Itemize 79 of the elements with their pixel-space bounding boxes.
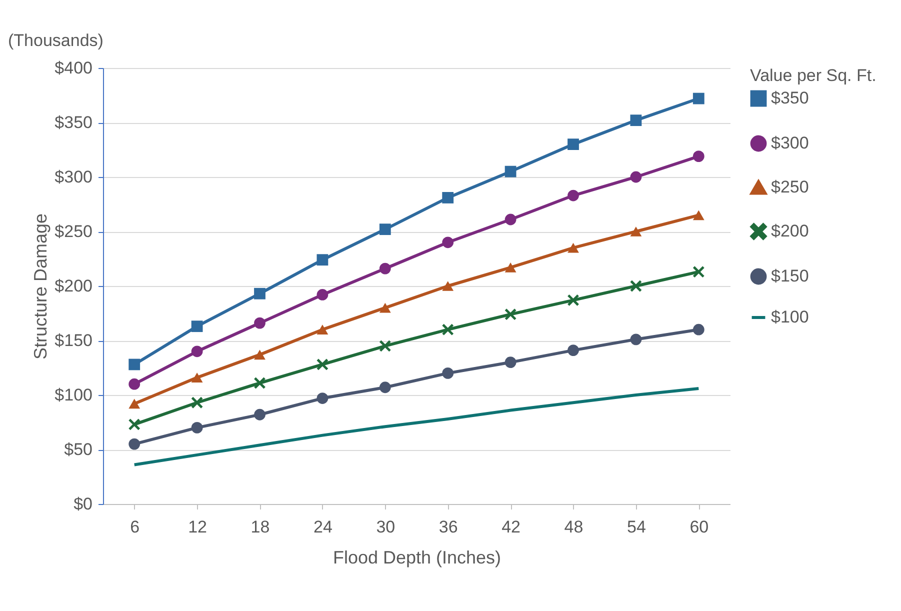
point: [191, 422, 203, 434]
point: [316, 392, 328, 404]
x-tick-label: 12: [188, 518, 208, 536]
y-tick-label: $0: [74, 494, 92, 514]
point: [630, 114, 642, 126]
x-tick-label: 6: [130, 518, 140, 536]
x-tick-label: 18: [250, 518, 270, 536]
point: [128, 378, 140, 390]
legend-label: $250: [771, 178, 809, 196]
x-tick-label: 60: [690, 518, 709, 536]
point: [191, 346, 203, 358]
point: [630, 226, 642, 236]
y-axis-title: Structure Damage: [30, 213, 51, 360]
point: [316, 358, 328, 370]
x-tick-label: 48: [564, 518, 584, 536]
point: [128, 438, 140, 450]
point: [568, 344, 579, 356]
legend-label: $350: [771, 88, 809, 108]
point: [128, 418, 140, 430]
point: [191, 372, 203, 382]
point: [379, 224, 391, 236]
point: [254, 350, 266, 360]
point: [504, 214, 516, 226]
point: [254, 288, 266, 300]
point: [568, 190, 579, 202]
point: [504, 166, 516, 178]
x-tick-label: 24: [313, 518, 332, 536]
y-tick-label: $100: [54, 386, 92, 404]
point: [442, 281, 454, 291]
x-tick-label: 42: [502, 518, 521, 536]
point: [191, 320, 203, 332]
point: [568, 138, 579, 150]
y-tick-label: $300: [54, 168, 92, 186]
point: [316, 324, 328, 335]
point: [568, 294, 579, 306]
point: [692, 92, 704, 104]
point: [630, 280, 642, 292]
point: [128, 358, 140, 370]
point: [692, 210, 704, 220]
point: [379, 302, 391, 313]
legend-label: $100: [771, 308, 809, 326]
legend-label: $150: [771, 266, 809, 286]
point: [254, 408, 266, 420]
y-tick-label: $200: [54, 276, 92, 296]
x-axis-title: Flood Depth (Inches): [332, 548, 502, 568]
point: [504, 356, 516, 368]
point: [128, 398, 140, 409]
point: [379, 382, 391, 394]
point: [692, 266, 704, 278]
point: [379, 340, 391, 352]
point: [442, 236, 454, 248]
legend-label: $200: [771, 222, 809, 240]
x-tick-label: 54: [626, 518, 646, 536]
x-tick-label: 30: [376, 518, 396, 536]
y-tick-label: $150: [54, 331, 92, 350]
point: [630, 334, 642, 346]
legend-label: $300: [771, 134, 809, 152]
line-series: [132, 386, 700, 466]
point: [504, 262, 516, 272]
point: [442, 324, 454, 336]
point: [568, 242, 579, 253]
point: [379, 262, 391, 274]
point: [692, 150, 704, 162]
point: [442, 368, 454, 379]
y-tick-label: $50: [64, 440, 92, 459]
point: [442, 192, 454, 204]
x-tick-label: 36: [438, 518, 458, 536]
y-tick-label: $250: [54, 222, 92, 241]
point: [191, 396, 203, 408]
point: [254, 317, 266, 329]
point: [504, 308, 516, 320]
y-tick-label: $400: [54, 58, 92, 78]
text: (Thousands): [8, 31, 104, 50]
point: [316, 254, 328, 266]
point: [316, 289, 328, 300]
legend-title: Value per Sq. Ft.: [750, 66, 876, 85]
point: [692, 324, 704, 336]
y-tick-label: $350: [54, 113, 92, 132]
point: [630, 171, 642, 183]
